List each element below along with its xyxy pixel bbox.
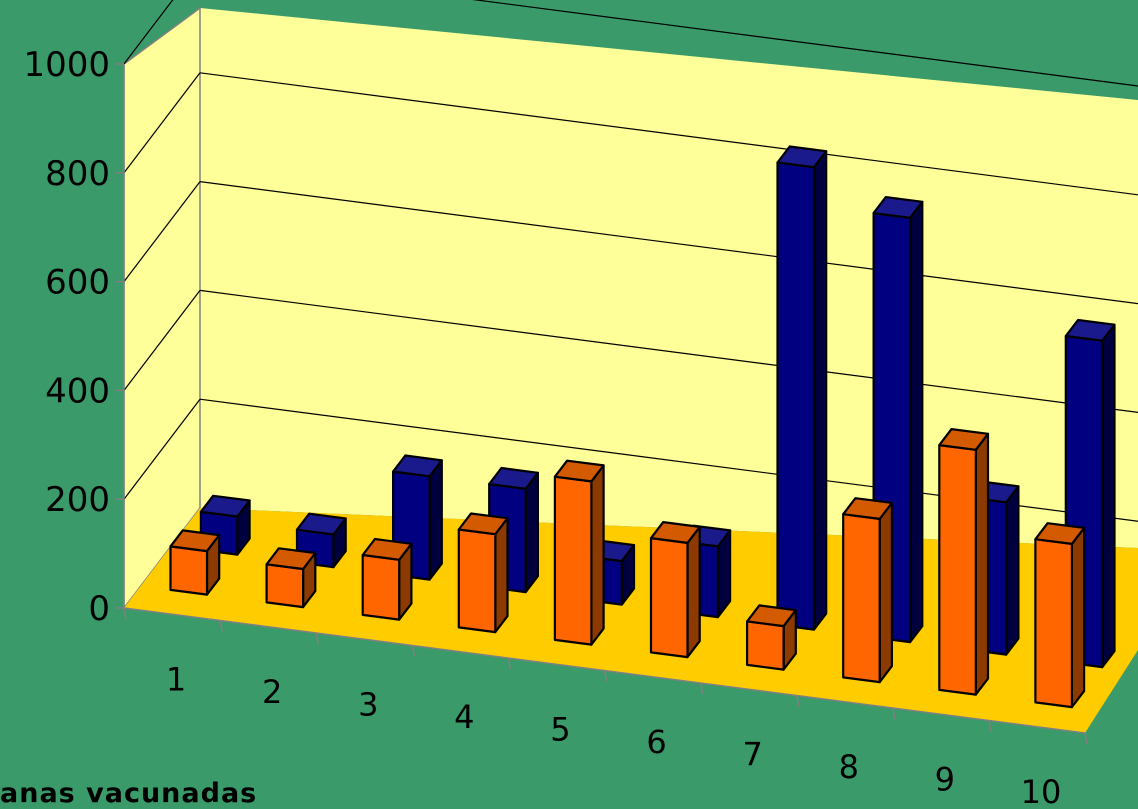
gridline-back-3 (199, 181, 1138, 305)
bar-top-face (1064, 318, 1116, 342)
bar-top-face (488, 466, 540, 490)
x-tick-label-7: 7 (742, 735, 762, 773)
bar-top-face (457, 512, 509, 536)
x-tick-label-10: 10 (1021, 773, 1062, 809)
x-tick-label-2: 2 (262, 673, 282, 711)
bar-top-face (776, 145, 828, 169)
bar-series2-4 (457, 512, 509, 634)
bar-side-face (494, 517, 509, 634)
x-tick-mark-0 (123, 607, 127, 620)
bar-top-face (1034, 522, 1086, 546)
bar-side-face (908, 200, 924, 644)
x-tick-mark-5 (603, 670, 608, 682)
bar-front-face (745, 620, 785, 671)
y-tick-labels: 0 200 400 600 800 1000 (23, 45, 110, 629)
bar-top-face (842, 497, 894, 521)
bar-top-face (649, 520, 701, 545)
y-tick-label-3: 600 (45, 263, 110, 303)
bar-series2-8 (842, 497, 894, 684)
axis-ticks (116, 63, 1088, 745)
y-tick-label-2: 400 (45, 371, 110, 411)
bar-side-face (1005, 485, 1020, 656)
x-tick-mark-3 (411, 645, 416, 657)
y-tick-label-1: 200 (45, 480, 110, 520)
bar-front-face (649, 536, 689, 659)
bar-top-face (265, 547, 317, 571)
x-tick-label-4: 4 (454, 698, 474, 736)
gridline-side-3 (123, 181, 201, 282)
bar-side-face (590, 464, 605, 646)
bar-top-face (392, 454, 443, 478)
x-tick-mark-6 (699, 682, 704, 695)
bar-series2-7 (745, 604, 797, 671)
bar-side-face (974, 432, 990, 696)
x-tick-mark-8 (892, 707, 896, 720)
bar-series2-9 (938, 428, 990, 696)
y-tick-label-0: 0 (88, 589, 110, 629)
chart-caption: anas vacunadas (0, 778, 257, 809)
bar-side-face (878, 501, 894, 684)
x-tick-labels: 1 2 3 4 5 6 7 8 9 10 (166, 660, 1061, 809)
bar-top-face (199, 494, 251, 518)
bar-front-face (265, 563, 305, 609)
bar-series1-2 (295, 512, 347, 569)
x-tick-label-9: 9 (935, 760, 955, 798)
bar-series2-1 (169, 529, 221, 596)
bar-side-face (812, 150, 828, 631)
side-wall (123, 6, 201, 611)
gridline-side-2 (123, 290, 201, 391)
bar-side-face (1101, 323, 1116, 669)
bar-front-face (776, 161, 816, 631)
bar-series2-5 (553, 459, 605, 646)
bar-front-face (169, 545, 209, 596)
x-tick-mark-9 (988, 720, 992, 732)
bar-side-face (686, 525, 701, 659)
gridline-side-4 (123, 72, 201, 174)
x-tick-mark-1 (219, 620, 223, 632)
x-tick-label-6: 6 (646, 723, 666, 761)
bar-front-face (1034, 538, 1074, 709)
bar-series1-7 (776, 145, 828, 631)
bar-series2-10 (1034, 522, 1086, 709)
bar-series2-3 (361, 537, 413, 621)
bar-front-face (457, 528, 497, 634)
gridline-back-5 (472, 0, 1138, 87)
bar-top-face (938, 428, 990, 451)
x-tick-mark-10 (1084, 732, 1088, 745)
bar-top-face (169, 529, 221, 553)
y-tick-label-4: 800 (45, 154, 110, 194)
back-wall (200, 8, 1138, 548)
gridline-side-5 (123, 0, 174, 65)
gridline-back-4 (199, 72, 1138, 196)
bar-series2-2 (265, 547, 317, 609)
bar-front-face (553, 475, 593, 646)
gridline-back-2 (199, 289, 1138, 414)
bar-side-face (428, 459, 443, 581)
x-tick-label-1: 1 (166, 660, 186, 698)
bar-top-face (295, 512, 347, 536)
x-tick-label-5: 5 (550, 710, 570, 748)
bar-top-face (745, 604, 797, 628)
x-tick-label-3: 3 (358, 685, 378, 723)
bar-top-face (361, 537, 413, 561)
gridline-side-1 (123, 398, 201, 500)
bar-front-face (938, 444, 977, 696)
x-tick-mark-4 (507, 657, 512, 670)
bar-top-face (553, 459, 605, 483)
bars (169, 145, 1116, 709)
bar-top-face (872, 196, 924, 219)
bar-series2-6 (649, 520, 701, 659)
y-tick-label-5: 1000 (23, 45, 110, 85)
bar-front-face (842, 513, 881, 684)
x-tick-mark-7 (795, 695, 800, 707)
x-tick-label-8: 8 (839, 748, 859, 786)
bar-front-face (361, 553, 401, 621)
bar-side-face (524, 471, 540, 594)
x-tick-mark-2 (315, 632, 319, 645)
bar-side-face (1070, 526, 1086, 709)
